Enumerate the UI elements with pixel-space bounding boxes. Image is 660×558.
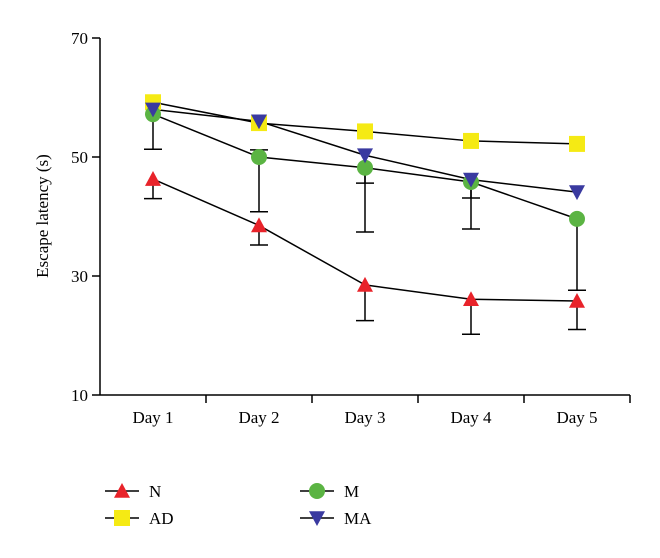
data-point-ad bbox=[463, 132, 479, 149]
series-layer bbox=[144, 94, 586, 336]
legend: N AD M MA bbox=[105, 482, 372, 528]
legend-label: AD bbox=[149, 509, 174, 528]
legend-marker-m bbox=[309, 483, 325, 499]
y-tick-label: 30 bbox=[71, 267, 88, 286]
x-tick-label: Day 4 bbox=[450, 408, 492, 427]
data-point-n bbox=[145, 171, 161, 186]
data-point-n bbox=[463, 291, 479, 307]
legend-item-n: N bbox=[105, 482, 161, 501]
x-tick-label: Day 5 bbox=[556, 408, 597, 427]
legend-marker-n bbox=[114, 483, 130, 498]
axes: Escape latency (s) bbox=[33, 38, 630, 396]
data-point-n bbox=[357, 276, 373, 292]
legend-label: MA bbox=[344, 509, 372, 528]
series-markers bbox=[145, 94, 585, 308]
data-point-ma bbox=[569, 185, 585, 201]
data-point-m bbox=[251, 149, 267, 165]
y-ticks: 10 30 50 70 bbox=[71, 29, 100, 405]
y-tick-label: 70 bbox=[71, 29, 88, 48]
legend-marker-ad bbox=[114, 510, 130, 526]
error-bars bbox=[144, 114, 586, 336]
legend-label: N bbox=[149, 482, 161, 501]
data-point-ad bbox=[569, 135, 585, 152]
x-tick-label: Day 2 bbox=[238, 408, 279, 427]
y-axis-title: Escape latency (s) bbox=[33, 154, 52, 278]
data-point-m bbox=[569, 210, 585, 227]
data-point-ad bbox=[357, 123, 373, 140]
legend-item-m: M bbox=[300, 482, 359, 501]
legend-item-ma: MA bbox=[300, 509, 372, 528]
data-point-n bbox=[569, 292, 585, 308]
data-point-ma bbox=[357, 148, 373, 164]
data-point-n bbox=[251, 217, 267, 233]
data-point-ma bbox=[251, 114, 267, 130]
x-ticks: Day 1 Day 2 Day 3 Day 4 Day 5 bbox=[132, 395, 631, 427]
x-tick-label: Day 1 bbox=[132, 408, 173, 427]
y-tick-label: 50 bbox=[71, 148, 88, 167]
y-tick-label: 10 bbox=[71, 386, 88, 405]
legend-item-ad: AD bbox=[105, 509, 174, 528]
legend-label: M bbox=[344, 482, 359, 501]
data-point-m bbox=[357, 159, 373, 176]
legend-marker-ma bbox=[309, 511, 325, 526]
x-tick-label: Day 3 bbox=[344, 408, 385, 427]
data-point-ma bbox=[463, 172, 479, 188]
data-point-ma bbox=[145, 102, 161, 118]
